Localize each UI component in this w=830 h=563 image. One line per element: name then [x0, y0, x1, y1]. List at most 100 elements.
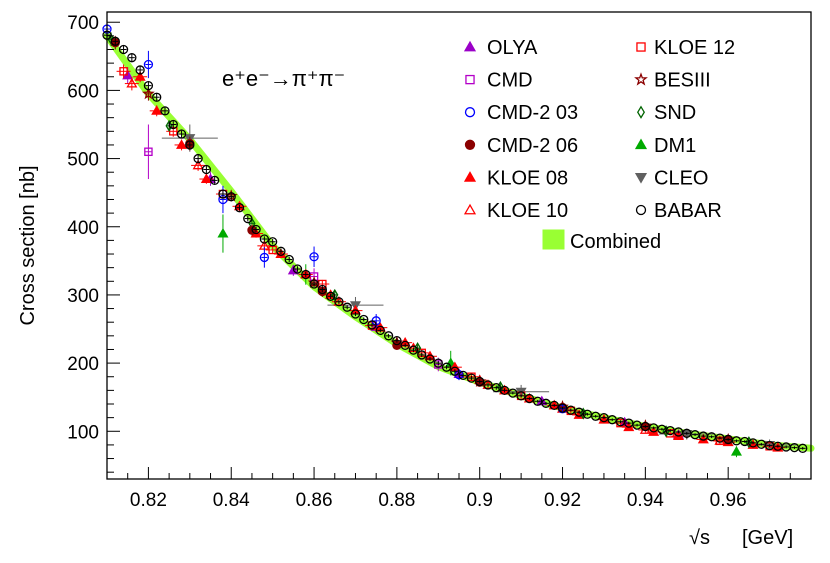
legend-label: KLOE 08 — [487, 167, 568, 189]
y-axis: 100 200 300 400 500 600 700 — [67, 13, 120, 473]
data-point — [226, 192, 236, 202]
data-point — [499, 385, 510, 396]
y-tick-label: 100 — [67, 422, 99, 443]
data-point — [201, 164, 212, 175]
data-point — [400, 340, 410, 351]
data-point — [134, 71, 146, 81]
data-point — [284, 254, 294, 265]
legend-entry-cmd-2-03: CMD-2 03 — [464, 102, 578, 124]
legend-marker — [636, 42, 646, 52]
data-point — [152, 92, 162, 102]
data-point — [193, 153, 203, 164]
data-point — [176, 129, 187, 139]
data-point — [176, 139, 188, 149]
legend-entry-snd: SND — [637, 102, 696, 124]
data-point — [524, 393, 535, 404]
data-point — [458, 370, 468, 381]
legend-label: BABAR — [654, 200, 722, 222]
data-point — [210, 175, 220, 186]
legend-label: DM1 — [654, 135, 696, 157]
data-point — [218, 189, 228, 199]
data-point — [491, 382, 501, 393]
data-point — [798, 443, 808, 453]
legend-label: SND — [654, 102, 696, 124]
legend: OLYA CMD CMD-2 03 CMD-2 06 KLOE 08 KLOE 10 KLO… — [463, 37, 735, 253]
combined-band-layer — [103, 32, 815, 452]
data-point — [143, 59, 154, 70]
data-point — [126, 77, 138, 88]
data-point — [450, 366, 460, 376]
legend-entry-besiii: BESIII — [634, 70, 711, 92]
y-tick-label: 200 — [67, 354, 99, 375]
legend-entry-kloe-12: KLOE 12 — [636, 37, 735, 59]
data-point — [259, 252, 270, 263]
data-point — [267, 237, 278, 247]
data-point — [192, 159, 204, 170]
data-point — [292, 264, 303, 274]
data-point — [325, 291, 336, 301]
legend-label: CMD-2 03 — [487, 102, 578, 124]
data-point — [566, 405, 576, 415]
data-point — [516, 391, 526, 401]
data-point — [408, 345, 419, 355]
x-tick-label: 0.86 — [296, 490, 333, 511]
legend-label: KLOE 12 — [654, 37, 735, 59]
series-kloe-10 — [124, 76, 727, 445]
legend-entry-cmd-2-06: CMD-2 06 — [464, 135, 578, 157]
legend-entry-dm1: DM1 — [634, 135, 696, 157]
data-point — [119, 67, 128, 76]
data-point — [359, 314, 369, 325]
x-axis-label: √s [GeV] — [689, 527, 793, 549]
data-point — [433, 358, 443, 368]
data-point — [127, 53, 137, 63]
x-tick-label: 0.88 — [378, 490, 415, 511]
x-axis-label-sqrt: √s — [689, 527, 710, 549]
data-point — [151, 105, 163, 115]
data-point — [350, 309, 361, 319]
y-tick-label: 700 — [67, 13, 99, 34]
y-axis-label: Cross section [nb] — [17, 165, 39, 325]
data-point — [309, 252, 319, 262]
legend-label: CMD-2 06 — [487, 135, 578, 157]
y-tick-label: 300 — [67, 286, 99, 307]
data-point — [541, 398, 551, 408]
data-point — [607, 415, 617, 425]
data-point — [367, 320, 377, 330]
series-babar — [102, 30, 808, 453]
legend-marker — [634, 138, 648, 150]
data-point — [533, 396, 543, 406]
legend-combined-swatch — [542, 229, 565, 250]
data-point — [508, 388, 518, 398]
legend-marker — [464, 139, 476, 150]
x-tick-label: 0.9 — [466, 490, 492, 511]
legend-marker — [634, 72, 648, 86]
legend-entry-cmd: CMD — [465, 70, 533, 92]
data-point — [243, 213, 253, 224]
data-point — [301, 269, 311, 280]
legend-marker — [637, 105, 645, 119]
legend-entry-babar: BABAR — [635, 200, 722, 222]
data-point — [160, 106, 170, 116]
data-point — [143, 80, 154, 91]
combined-band — [103, 32, 815, 452]
legend-entry-olya: OLYA — [463, 37, 538, 59]
legend-marker — [464, 107, 476, 118]
series-besiii — [141, 86, 735, 445]
data-point — [141, 87, 155, 100]
data-point — [549, 400, 559, 411]
legend-label: BESIII — [654, 70, 711, 92]
data-point — [730, 446, 742, 456]
legend-entry-kloe-08: KLOE 08 — [463, 167, 568, 189]
legend-label: Combined — [570, 231, 661, 253]
data-point — [557, 403, 568, 413]
data-point — [317, 284, 327, 295]
legend-marker — [463, 171, 477, 182]
legend-label: CLEO — [654, 167, 708, 189]
legend-label: CMD — [487, 70, 533, 92]
data-point — [276, 246, 286, 256]
data-point — [251, 224, 261, 235]
data-point — [466, 373, 477, 383]
data-point — [110, 36, 120, 46]
data-point — [168, 119, 178, 130]
